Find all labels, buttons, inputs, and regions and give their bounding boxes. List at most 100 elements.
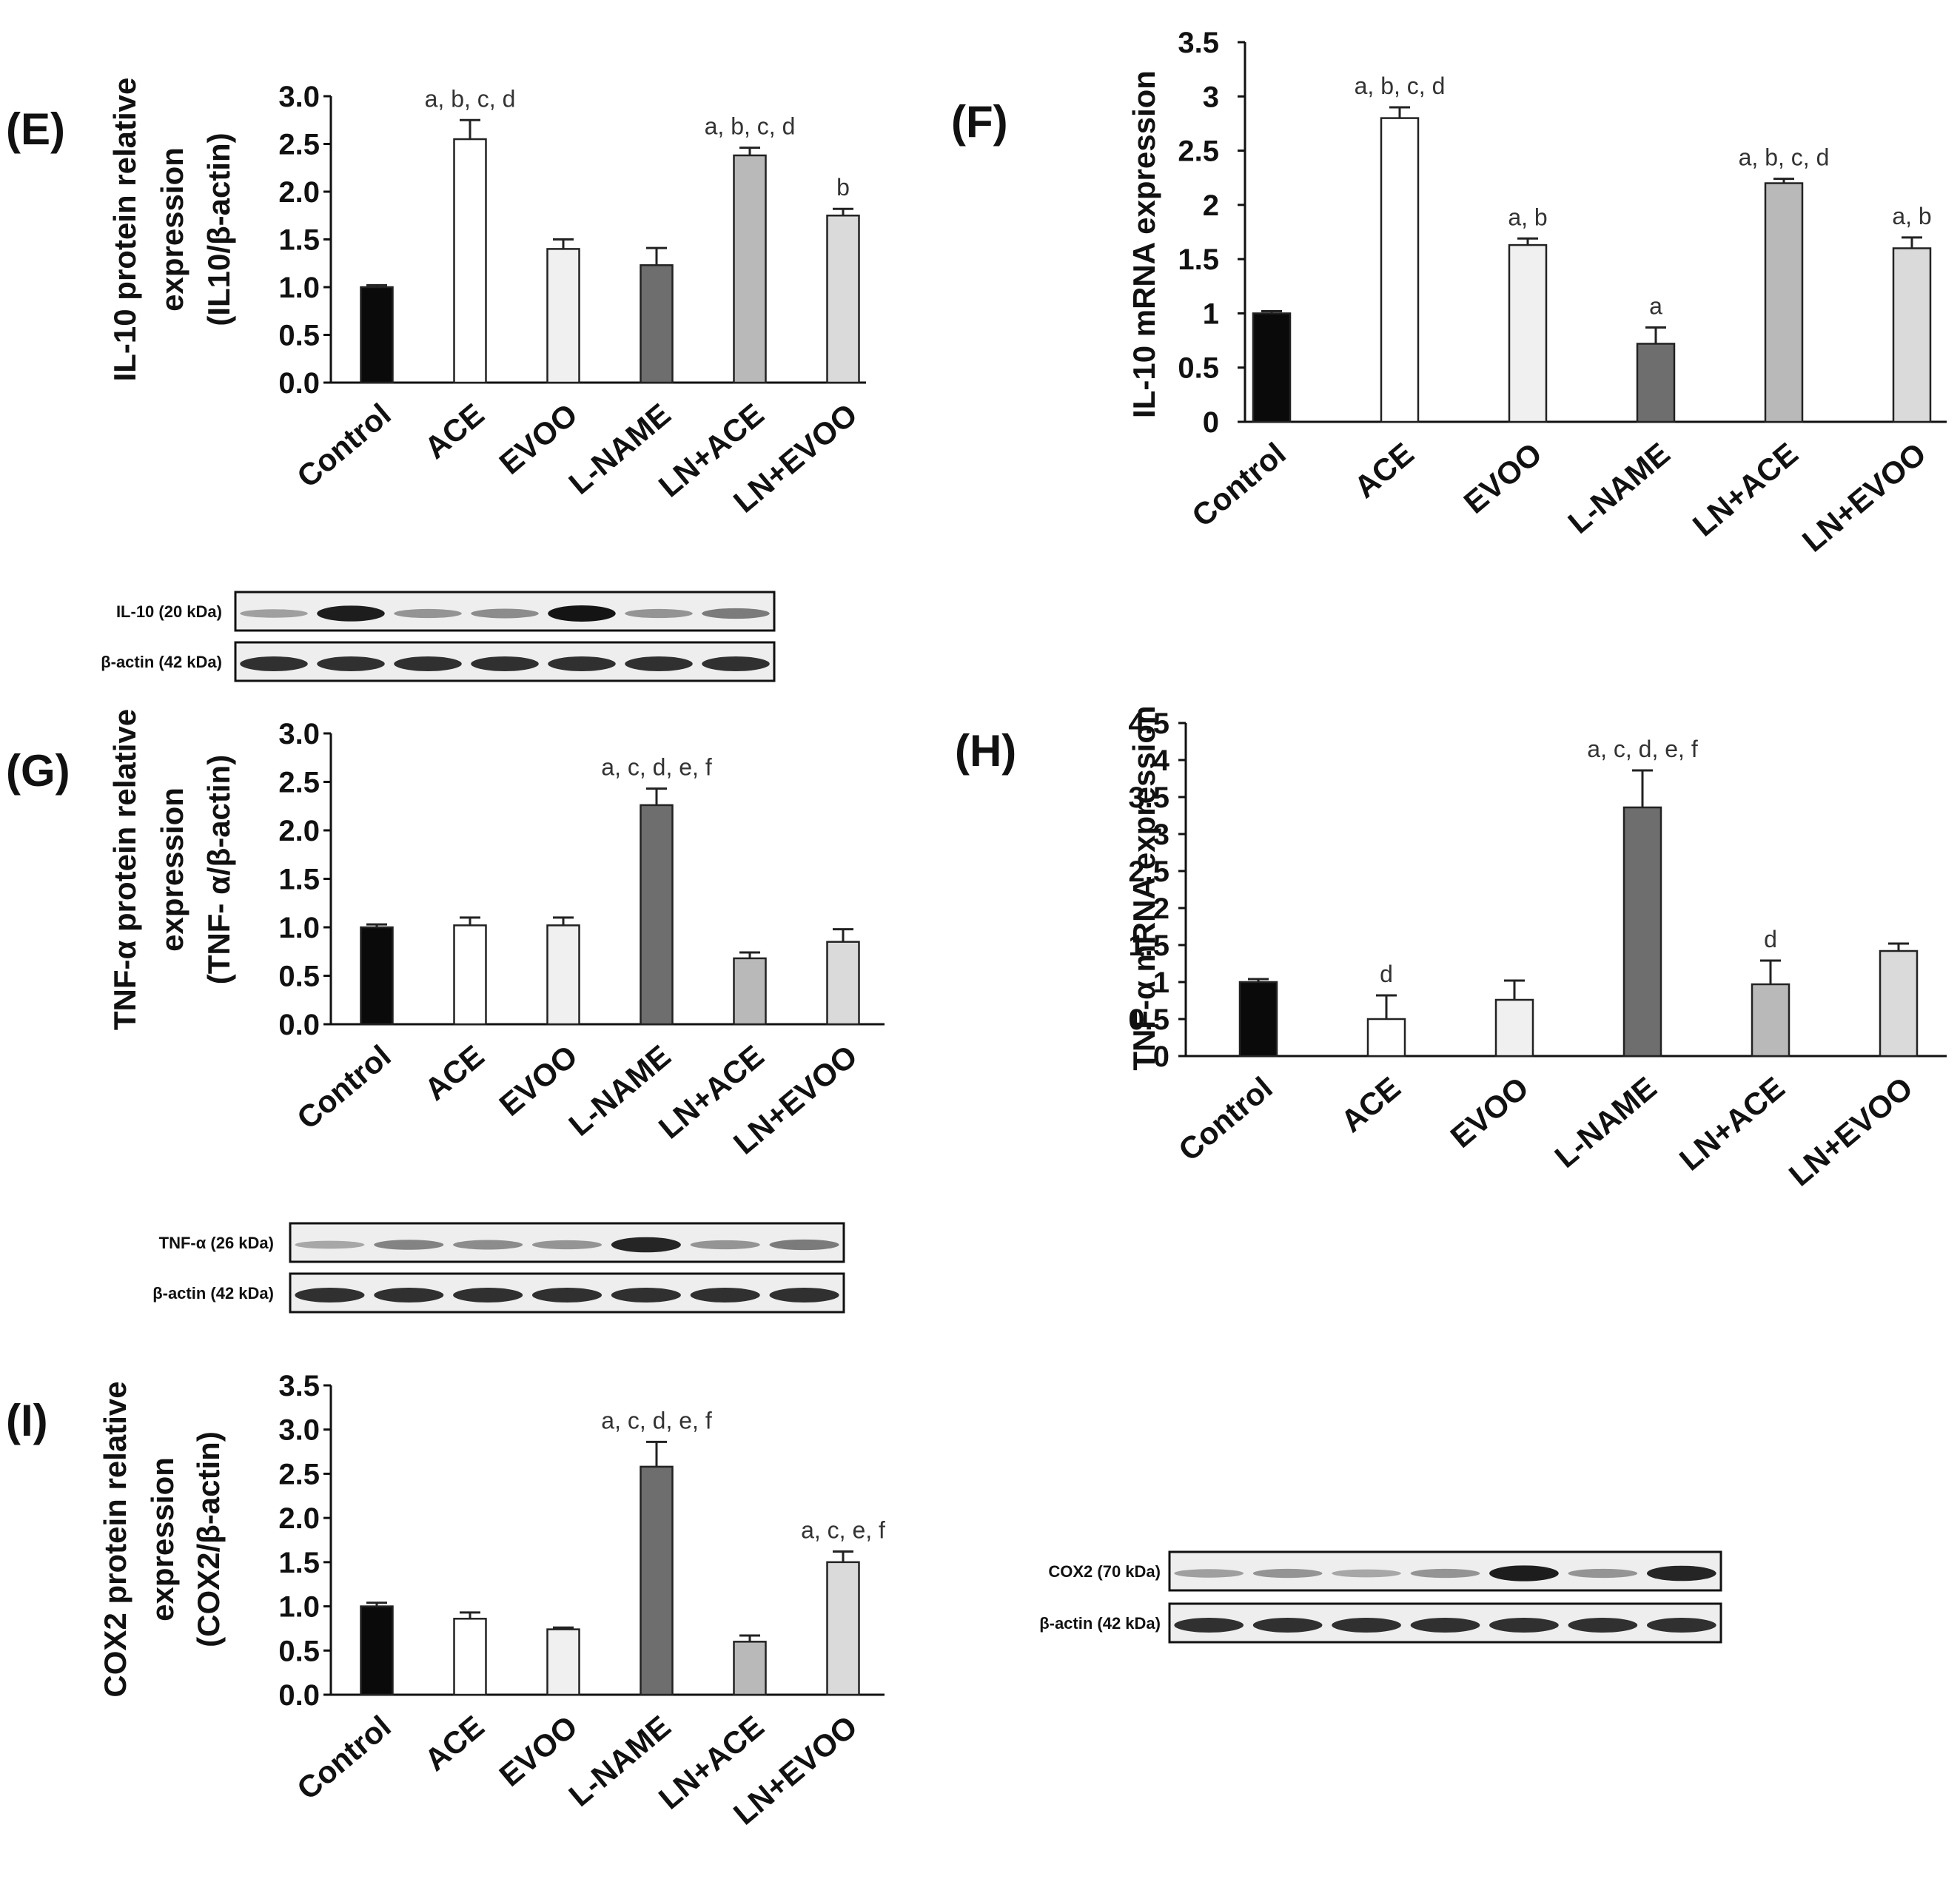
significance-label: a, b, c, d <box>1739 144 1830 171</box>
bar-control <box>360 1605 394 1696</box>
y-tick-label: 0 <box>1153 1041 1169 1073</box>
blot-label: IL-10 (20 kDa) <box>116 602 222 621</box>
blot-band <box>1489 1618 1559 1633</box>
significance-label: d <box>1764 926 1777 952</box>
blot-band <box>1410 1618 1480 1633</box>
blot-band <box>471 608 539 619</box>
blot-band <box>453 1288 523 1302</box>
blot-band <box>690 1288 760 1302</box>
bar-ace <box>453 924 487 1026</box>
bar-l-name <box>640 264 674 384</box>
y-tick-label: 1.0 <box>278 912 320 944</box>
y-tick-label: 2.0 <box>278 1502 320 1535</box>
y-tick-label: 3.0 <box>278 81 320 113</box>
bar-ln-ace <box>733 957 767 1026</box>
y-tick-label: 2.5 <box>1128 856 1169 888</box>
blot-band <box>1174 1618 1244 1633</box>
y-tick-label: 2.0 <box>278 176 320 209</box>
y-tick-label: 2 <box>1203 189 1219 222</box>
y-tick-label: 0.0 <box>278 1679 320 1712</box>
y-axis-title: expression <box>155 787 189 952</box>
significance-label: a, c, d, e, f <box>601 754 712 781</box>
blot-band <box>1252 1568 1323 1579</box>
y-tick-label: 3.5 <box>1128 781 1169 814</box>
y-tick-label: 2.0 <box>278 815 320 847</box>
blot-label: COX2 (70 kDa) <box>1048 1562 1161 1581</box>
y-tick-label: 0.0 <box>278 1009 320 1041</box>
bar-control <box>360 286 394 384</box>
y-tick-label: 1.5 <box>1128 930 1169 962</box>
y-tick-label: 1.0 <box>278 1591 320 1624</box>
western-blot-il10: IL-10 (20 kDa) β-actin (42 kDa) <box>101 591 776 682</box>
y-axis-title: IL-10 mRNA expression <box>1127 70 1161 418</box>
y-tick-label: 0.5 <box>278 961 320 993</box>
y-tick-label: 3.0 <box>278 718 320 750</box>
blot-band <box>394 608 462 619</box>
y-axis-title: (TNF- α/β-actin) <box>201 755 236 984</box>
panel-label: (H) <box>955 726 1016 776</box>
y-tick-label: 3 <box>1203 81 1219 113</box>
bar-ln-ace <box>1764 182 1804 423</box>
blot-band <box>471 656 539 671</box>
y-axis-title: (IL10/β-actin) <box>201 132 236 326</box>
bar-control <box>1252 312 1292 423</box>
blot-band <box>295 1240 365 1249</box>
significance-label: a, b, c, d <box>425 85 516 112</box>
bar-ln-evoo <box>826 941 860 1026</box>
bar-l-name <box>1622 806 1662 1058</box>
blot-band <box>1252 1618 1323 1633</box>
y-tick-label: 2.5 <box>278 1458 320 1490</box>
y-tick-label: 4.5 <box>1128 707 1169 740</box>
y-tick-label: 1.5 <box>278 864 320 896</box>
y-tick-label: 0.5 <box>278 320 320 352</box>
blot-band <box>769 1239 839 1251</box>
blot-band <box>394 656 462 671</box>
blot-label: β-actin (42 kDa) <box>1039 1614 1161 1633</box>
y-tick-label: 1.5 <box>278 224 320 257</box>
bar-l-name <box>640 1465 674 1696</box>
significance-label: a, c, d, e, f <box>1587 736 1698 762</box>
bar-evoo <box>1494 998 1534 1058</box>
blot-band <box>453 1240 523 1250</box>
bar-evoo <box>546 1628 580 1696</box>
bar-evoo <box>546 924 580 1026</box>
y-tick-label: 1 <box>1203 298 1219 330</box>
y-tick-label: 2.5 <box>278 129 320 161</box>
blot-band <box>374 1240 444 1250</box>
blot-band <box>702 608 770 619</box>
blot-label: TNF-α (26 kDa) <box>159 1234 274 1252</box>
blot-band <box>1568 1568 1638 1579</box>
significance-label: a, b, c, d <box>705 113 796 140</box>
bar-control <box>360 926 394 1026</box>
bar-control <box>1238 981 1278 1058</box>
y-tick-label: 2 <box>1153 893 1169 925</box>
significance-label: d <box>1380 961 1393 987</box>
y-tick-label: 0.0 <box>278 367 320 400</box>
y-axis-title: IL-10 protein relative <box>107 78 142 382</box>
y-tick-label: 1 <box>1153 967 1169 999</box>
y-axis-title: TNF-α protein relative <box>107 709 142 1030</box>
blot-band <box>625 656 693 671</box>
y-tick-label: 3.5 <box>1178 27 1219 59</box>
panel-label: (E) <box>6 104 65 154</box>
bar-ace <box>453 1618 487 1696</box>
y-tick-label: 0.5 <box>1178 352 1219 385</box>
blot-band <box>769 1288 839 1302</box>
blot-band <box>1410 1568 1480 1579</box>
y-tick-label: 0.5 <box>1128 1004 1169 1036</box>
significance-label: b <box>836 174 850 201</box>
y-tick-label: 2.5 <box>1178 135 1219 168</box>
blot-band <box>548 656 616 671</box>
y-tick-label: 1.0 <box>278 272 320 304</box>
blot-band <box>1646 1618 1716 1633</box>
y-tick-label: 0.5 <box>278 1635 320 1667</box>
blot-label: β-actin (42 kDa) <box>152 1284 274 1302</box>
y-axis-title: TNF-α mRNA expression <box>1127 705 1161 1070</box>
blot-band <box>611 1288 681 1302</box>
y-tick-label: 4 <box>1153 744 1170 777</box>
significance-label: a, c, d, e, f <box>601 1407 712 1433</box>
blot-band <box>1174 1569 1244 1578</box>
significance-label: a, c, e, f <box>801 1517 885 1544</box>
panel-label: (F) <box>951 97 1008 147</box>
